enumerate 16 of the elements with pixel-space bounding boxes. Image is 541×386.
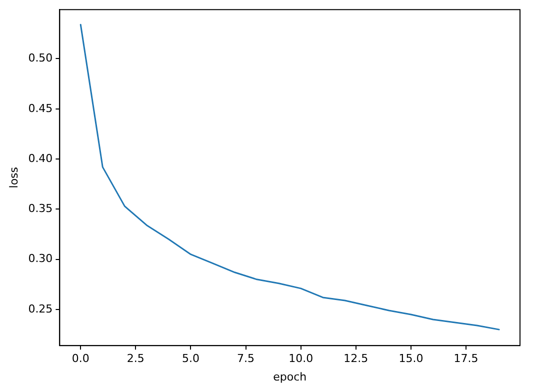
y-tick-label: 0.35 [28, 202, 53, 216]
x-tick-label: 0.0 [72, 352, 90, 366]
x-tick-label: 10.0 [288, 352, 314, 366]
y-tick-label: 0.45 [28, 102, 53, 115]
x-tick-label: 5.0 [182, 352, 200, 366]
x-tick-label: 15.0 [398, 352, 424, 366]
y-tick-label: 0.30 [28, 252, 53, 266]
y-axis-title: loss [7, 166, 20, 188]
x-tick-label: 2.5 [126, 352, 144, 366]
x-axis-title: epoch [273, 370, 307, 384]
y-tick-label: 0.25 [28, 302, 53, 316]
x-tick-label: 17.5 [454, 352, 478, 366]
x-tick-label: 12.5 [344, 352, 368, 366]
y-tick-label: 0.50 [28, 52, 53, 65]
x-tick-label: 7.5 [237, 352, 255, 366]
y-tick-label: 0.40 [28, 152, 53, 165]
